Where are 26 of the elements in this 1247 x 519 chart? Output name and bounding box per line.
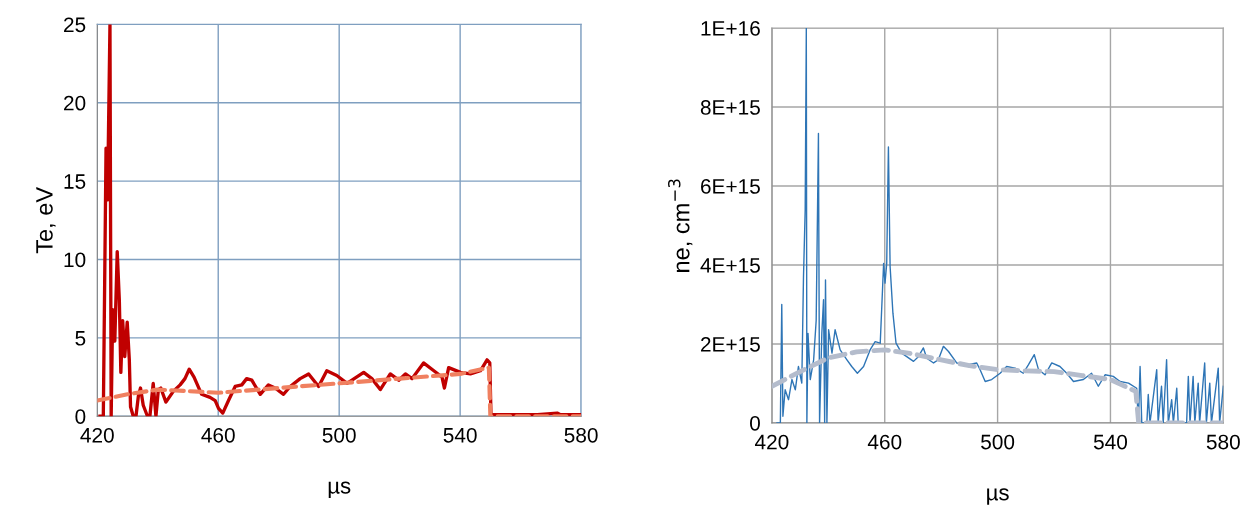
- y-tick-label: 2E+15: [701, 336, 760, 352]
- x-tick-label: 580: [1206, 434, 1240, 450]
- x-tick-label: 460: [201, 427, 235, 443]
- y-tick-label: 0: [750, 415, 760, 431]
- y-tick-label: 8E+15: [700, 100, 760, 115]
- y-axis-title: Te, eV: [36, 186, 56, 254]
- y-tick-label: 6E+15: [701, 179, 760, 194]
- x-tick-label: 540: [443, 427, 477, 443]
- y-tick-label: 0: [75, 409, 86, 424]
- y-axis-title: ne, cm$^{−3}$: [668, 179, 693, 272]
- y-tick-label: 10: [64, 252, 86, 268]
- x-axis-title: µs: [987, 488, 1009, 505]
- y-tick-label: 15: [64, 174, 86, 189]
- x-tick-label: 580: [564, 427, 598, 443]
- x-tick-label: 500: [981, 434, 1015, 450]
- x-tick-label: 540: [1093, 434, 1128, 450]
- x-axis-title: µs: [328, 481, 351, 499]
- y-tick-label: 5: [75, 331, 86, 346]
- y-tick-label: 25: [64, 17, 86, 33]
- x-tick-label: 460: [867, 434, 902, 450]
- x-tick-label: 420: [80, 427, 114, 443]
- x-tick-label: 500: [322, 427, 356, 443]
- y-tick-label: 1E+16: [701, 21, 760, 36]
- y-tick-label: 4E+15: [700, 258, 760, 273]
- y-tick-label: 20: [64, 95, 86, 111]
- x-tick-label: 420: [754, 434, 789, 450]
